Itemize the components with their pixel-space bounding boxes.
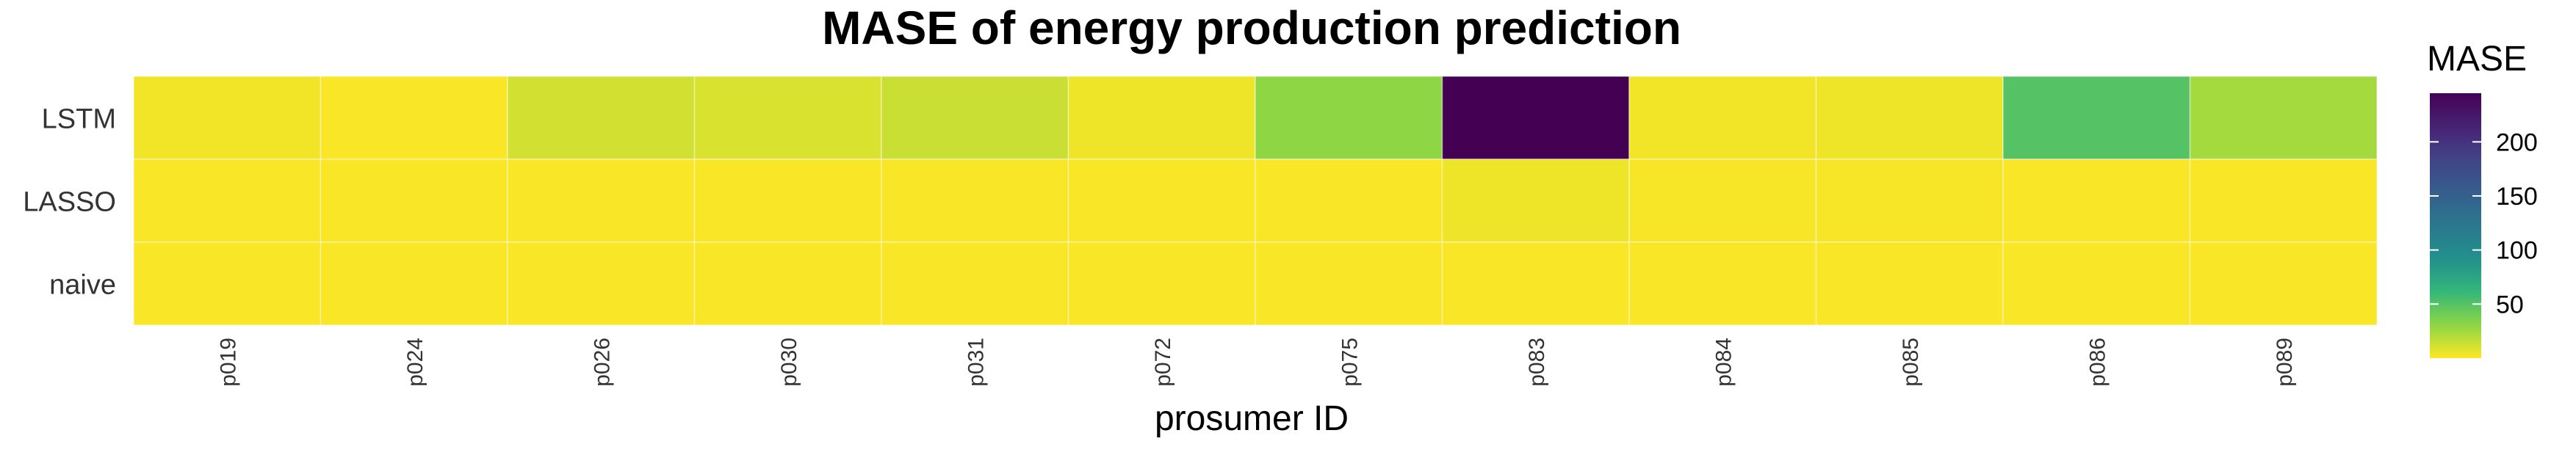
heatmap-cell-naive-p019 <box>133 241 322 326</box>
heatmap-cell-lasso-p024 <box>320 159 508 243</box>
heatmap-cell-naive-p089 <box>2189 241 2378 326</box>
chart-title: MASE of energy production prediction <box>822 1 1681 54</box>
x-tick-label: p089 <box>2273 338 2297 387</box>
heatmap-cell-lasso-p031 <box>881 159 1069 243</box>
x-tick-label: p085 <box>1899 338 1923 387</box>
heatmap-cell-lasso-p019 <box>133 159 322 243</box>
heatmap-cell-lstm-p083 <box>1441 76 1630 160</box>
heatmap-cell-lasso-p084 <box>1628 159 1817 243</box>
heatmap-cell-naive-p031 <box>881 241 1069 326</box>
x-tick-label: p026 <box>590 338 614 387</box>
x-axis-labels: p019 p024 p026 p030 p031 p072 p075 p083 p084 p085… <box>216 338 2297 387</box>
heatmap-cell-lstm-p026 <box>507 76 696 160</box>
heatmap-cell-naive-p024 <box>320 241 508 326</box>
heatmap-cell-lasso-p072 <box>1067 159 1256 243</box>
x-tick-label: p019 <box>216 338 240 387</box>
x-tick-label: p084 <box>1711 338 1736 387</box>
x-tick-label: p024 <box>403 338 427 387</box>
colorbar-title: MASE <box>2427 40 2527 79</box>
x-tick-label: p086 <box>2085 338 2110 387</box>
heatmap-cell-lasso-p075 <box>1255 159 1443 243</box>
colorbar-tick-label: 50 <box>2496 291 2524 318</box>
heatmap-cell-lstm-p085 <box>1815 76 2004 160</box>
heatmap-cell-lstm-p086 <box>2002 76 2191 160</box>
colorbar-gradient <box>2430 93 2481 358</box>
heatmap-cell-lasso-p030 <box>693 159 882 243</box>
y-tick-label: naive <box>49 270 116 301</box>
heatmap-cell-naive-p030 <box>693 241 882 326</box>
heatmap-cell-lstm-p024 <box>320 76 508 160</box>
heatmap-cell-lstm-p031 <box>881 76 1069 160</box>
heatmap-cell-naive-p072 <box>1067 241 1256 326</box>
heatmap-cell-naive-p075 <box>1255 241 1443 326</box>
x-tick-label: p030 <box>777 338 801 387</box>
heatmap-cells <box>133 76 2378 326</box>
x-axis-title: prosumer ID <box>1155 399 1349 438</box>
heatmap-cell-lstm-p089 <box>2189 76 2378 160</box>
heatmap-cell-lasso-p086 <box>2002 159 2191 243</box>
heatmap-cell-lasso-p089 <box>2189 159 2378 243</box>
heatmap-cell-lstm-p075 <box>1255 76 1443 160</box>
colorbar-tick-label: 200 <box>2496 128 2538 156</box>
heatmap-cell-lasso-p085 <box>1815 159 2004 243</box>
heatmap-cell-naive-p084 <box>1628 241 1817 326</box>
colorbar-tick-label: 150 <box>2496 183 2538 211</box>
heatmap-cell-lstm-p084 <box>1628 76 1817 160</box>
x-tick-label: p072 <box>1151 338 1175 387</box>
heatmap-cell-naive-p085 <box>1815 241 2004 326</box>
heatmap-cell-naive-p026 <box>507 241 696 326</box>
y-axis-labels: LSTM LASSO naive <box>23 104 116 301</box>
x-tick-label: p031 <box>964 338 988 387</box>
heatmap-cell-lasso-p083 <box>1441 159 1630 243</box>
colorbar: MASE 50 100 150 200 <box>2427 40 2538 358</box>
heatmap-cell-lasso-p026 <box>507 159 696 243</box>
y-tick-label: LASSO <box>23 187 116 218</box>
heatmap-cell-naive-p086 <box>2002 241 2191 326</box>
x-tick-label: p083 <box>1525 338 1549 387</box>
heatmap-cell-naive-p083 <box>1441 241 1630 326</box>
x-tick-label: p075 <box>1338 338 1362 387</box>
y-tick-label: LSTM <box>42 104 116 135</box>
heatmap-cell-lstm-p072 <box>1067 76 1256 160</box>
colorbar-tick-label: 100 <box>2496 237 2538 265</box>
heatmap-cell-lstm-p030 <box>693 76 882 160</box>
heatmap-cell-lstm-p019 <box>133 76 322 160</box>
